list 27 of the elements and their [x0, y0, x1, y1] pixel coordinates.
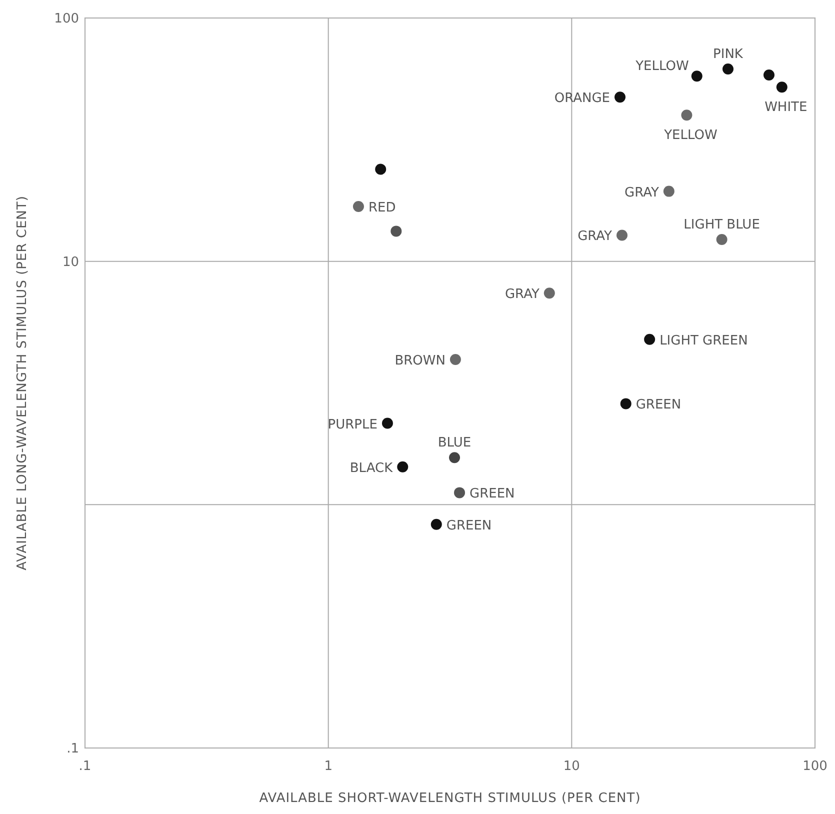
x-tick-label: 1: [324, 759, 332, 774]
annotation: GRAY: [578, 229, 612, 244]
annotation: LIGHT BLUE: [684, 217, 760, 232]
annotation: PINK: [713, 47, 744, 62]
annotation: PURPLE: [328, 417, 378, 432]
y-tick-label: .1: [66, 742, 79, 757]
annotation: BROWN: [394, 353, 446, 368]
y-tick-label: 100: [54, 12, 79, 27]
annotation: GREEN: [446, 518, 492, 534]
annotation: GREEN: [470, 486, 515, 502]
x-tick-label: .1: [78, 759, 92, 774]
annotation: YELLOW: [634, 59, 690, 74]
annotation: GRAY: [624, 185, 659, 200]
annotation: BLUE: [438, 436, 472, 451]
annotation: GRAY: [504, 287, 540, 302]
x-tick-label: 10: [563, 759, 580, 774]
annotation: WHITE: [764, 100, 808, 116]
y-axis-title: AVAILABLE LONG-WAVELENGTH STIMULUS (PER CENT): [15, 196, 30, 570]
annotation: LIGHT GREEN: [660, 333, 748, 348]
annotation: YELLOW: [663, 128, 718, 144]
annotation: BLACK: [350, 460, 394, 476]
annotation: RED: [368, 200, 396, 216]
x-axis-title: AVAILABLE SHORT-WAVELENGTH STIMULUS (PER CENT): [259, 791, 641, 806]
x-tick-label: 100: [802, 759, 828, 774]
annotation: ORANGE: [554, 91, 610, 106]
y-tick-label: 10: [62, 254, 79, 270]
annotation: GREEN: [636, 398, 682, 413]
